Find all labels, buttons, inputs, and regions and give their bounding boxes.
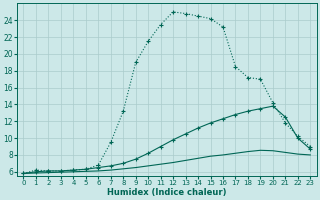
X-axis label: Humidex (Indice chaleur): Humidex (Indice chaleur) bbox=[107, 188, 227, 197]
